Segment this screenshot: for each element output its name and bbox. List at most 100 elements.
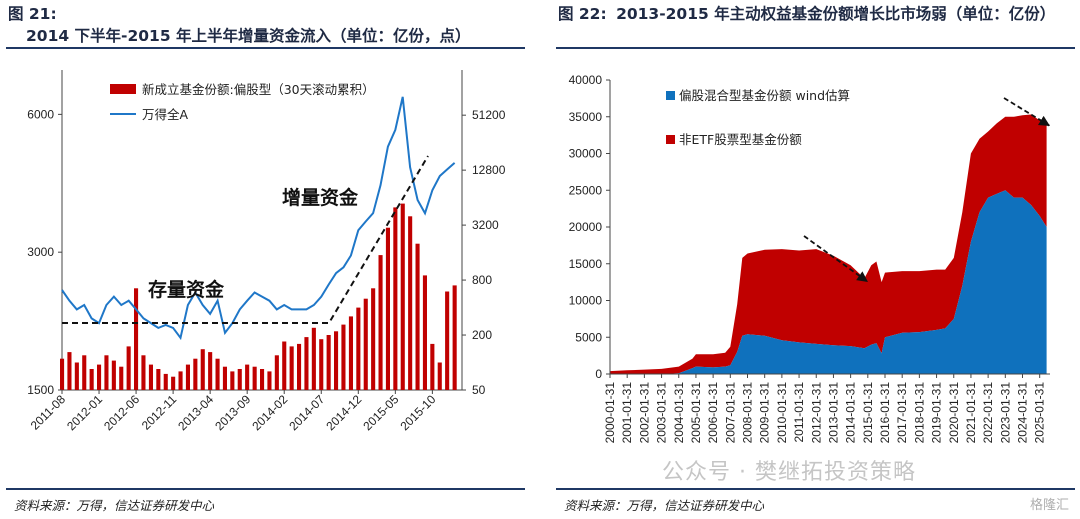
left-tick-label: 1500 [27, 383, 54, 397]
bar-new-fund [215, 358, 220, 390]
x-tick-label: 2003-01-31 [655, 382, 669, 444]
bar-new-fund [400, 203, 405, 390]
bar-new-fund [245, 364, 250, 390]
bar-new-fund [341, 324, 346, 390]
legend-swatch-blue [666, 91, 675, 100]
annotation-incremental-funds: 增量资金 [282, 186, 359, 209]
x-tick-label: 2014-12 [323, 392, 364, 433]
legend-swatch-red [666, 135, 675, 144]
bar-new-fund [393, 207, 398, 390]
x-tick-label: 2012-01-31 [809, 382, 823, 444]
x-tick-label: 2012-01 [64, 392, 105, 433]
x-tick-label: 2006-01-31 [706, 382, 720, 444]
x-tick-label: 2014-01-31 [844, 382, 858, 444]
bar-new-fund [185, 364, 190, 390]
legend-label-bar: 新成立基金份额:偏股型（30天滚动累积） [142, 82, 375, 97]
bar-new-fund [97, 364, 102, 390]
bar-new-fund [297, 343, 302, 390]
bar-new-fund [319, 339, 324, 390]
x-tick-label: 2001-01-31 [620, 382, 634, 444]
bar-new-fund [89, 369, 94, 390]
x-tick-label: 2014-07 [286, 392, 327, 433]
bar-new-fund [74, 362, 79, 390]
bar-new-fund [260, 369, 265, 390]
y-tick-label: 20000 [569, 220, 603, 234]
legend-label-line: 万得全A [142, 107, 189, 122]
x-tick-label: 2002-01-31 [637, 382, 651, 444]
bar-new-fund [222, 366, 227, 390]
legend-swatch-bar [110, 84, 136, 94]
y-tick-label: 35000 [569, 110, 603, 124]
source-note: 资料来源：万得，信达证券研发中心 [564, 498, 765, 513]
right-chart-panel: 图 22: 2013-2015 年主动权益基金份额增长比市场弱（单位：亿份） 0… [550, 0, 1080, 519]
x-tick-label: 2007-01-31 [723, 382, 737, 444]
bar-new-fund [111, 360, 116, 390]
x-tick-label: 2012-11 [139, 392, 180, 433]
x-tick-label: 2013-01-31 [826, 382, 840, 444]
x-tick-label: 2017-01-31 [895, 382, 909, 444]
bar-new-fund [282, 341, 287, 390]
bar-new-fund [356, 307, 361, 390]
bar-new-fund [252, 366, 257, 390]
x-tick-label: 2010-01-31 [775, 382, 789, 444]
bar-new-fund [289, 346, 294, 390]
bar-new-fund [148, 364, 153, 390]
x-tick-label: 2023-01-31 [998, 382, 1012, 444]
bar-new-fund [200, 349, 205, 390]
watermark-text: 公众号 · 樊继拓投资策略 [662, 460, 916, 485]
area-non-etf-stock-funds [610, 114, 1047, 374]
footer-rule [6, 488, 525, 490]
y-tick-label: 40000 [569, 73, 603, 87]
annotation-stock-funds: 存量资金 [148, 278, 225, 301]
bar-new-fund [304, 337, 309, 390]
bar-new-fund [104, 355, 109, 390]
right-tick-label: 12800 [472, 163, 506, 177]
bar-new-fund [60, 358, 65, 390]
bar-new-fund [437, 362, 442, 390]
x-tick-label: 2015-01-31 [861, 382, 875, 444]
y-tick-label: 10000 [569, 294, 603, 308]
bar-new-fund [371, 288, 376, 390]
figure-label: 图 21: [8, 5, 57, 23]
bar-new-fund [208, 352, 213, 390]
figure-title-text: 2013-2015 年主动权益基金份额增长比市场弱（单位：亿份） [616, 5, 1056, 23]
bar-new-fund [311, 327, 316, 390]
bar-new-fund [385, 227, 390, 390]
chart-title-left: 图 21: 2014 下半年-2015 年上半年增量资金流入（单位：亿份，点） [8, 3, 523, 47]
bar-new-fund [237, 369, 242, 390]
x-tick-label: 2005-01-31 [689, 382, 703, 444]
bar-new-fund [67, 352, 72, 390]
legend-label-blue: 偏股混合型基金份额 wind估算 [679, 88, 850, 103]
footer-rule [556, 488, 1075, 490]
x-tick-label: 2021-01-31 [964, 382, 978, 444]
left-chart-panel: 图 21: 2014 下半年-2015 年上半年增量资金流入（单位：亿份，点） … [0, 0, 530, 519]
x-tick-label: 2013-09 [212, 392, 253, 433]
bar-new-fund [445, 291, 450, 390]
x-tick-label: 2015-05 [360, 392, 401, 433]
y-tick-label: 0 [595, 367, 602, 381]
x-tick-label: 2019-01-31 [930, 382, 944, 444]
watermark-logo: 格隆汇 [1030, 498, 1070, 513]
x-tick-label: 2009-01-31 [758, 382, 772, 444]
x-tick-label: 2016-01-31 [878, 382, 892, 444]
bar-new-fund [178, 371, 183, 390]
bar-new-fund [156, 369, 161, 390]
figure-label: 图 22: [558, 5, 607, 23]
x-tick-label: 2011-08 [28, 392, 69, 433]
x-tick-label: 2025-01-31 [1033, 382, 1047, 444]
y-tick-label: 25000 [569, 183, 603, 197]
bar-new-fund [141, 355, 146, 390]
source-note: 资料来源：万得，信达证券研发中心 [14, 498, 215, 513]
chart-title-right: 图 22: 2013-2015 年主动权益基金份额增长比市场弱（单位：亿份） [558, 3, 1073, 25]
arrow-decline-2023-2025 [1003, 97, 1051, 127]
bar-new-fund [163, 373, 168, 390]
bar-new-fund [134, 288, 139, 390]
bar-new-fund [126, 346, 131, 390]
bar-new-fund [422, 275, 427, 390]
left-chart-svg: 1500 3000 6000 50 200 800 3200 12800 51200 2011-0… [27, 70, 506, 433]
right-tick-label: 50 [472, 383, 486, 397]
x-tick-label: 2013-04 [175, 392, 216, 433]
bar-new-fund [171, 376, 176, 390]
left-tick-label: 6000 [27, 107, 54, 121]
bar-new-fund [334, 331, 339, 390]
